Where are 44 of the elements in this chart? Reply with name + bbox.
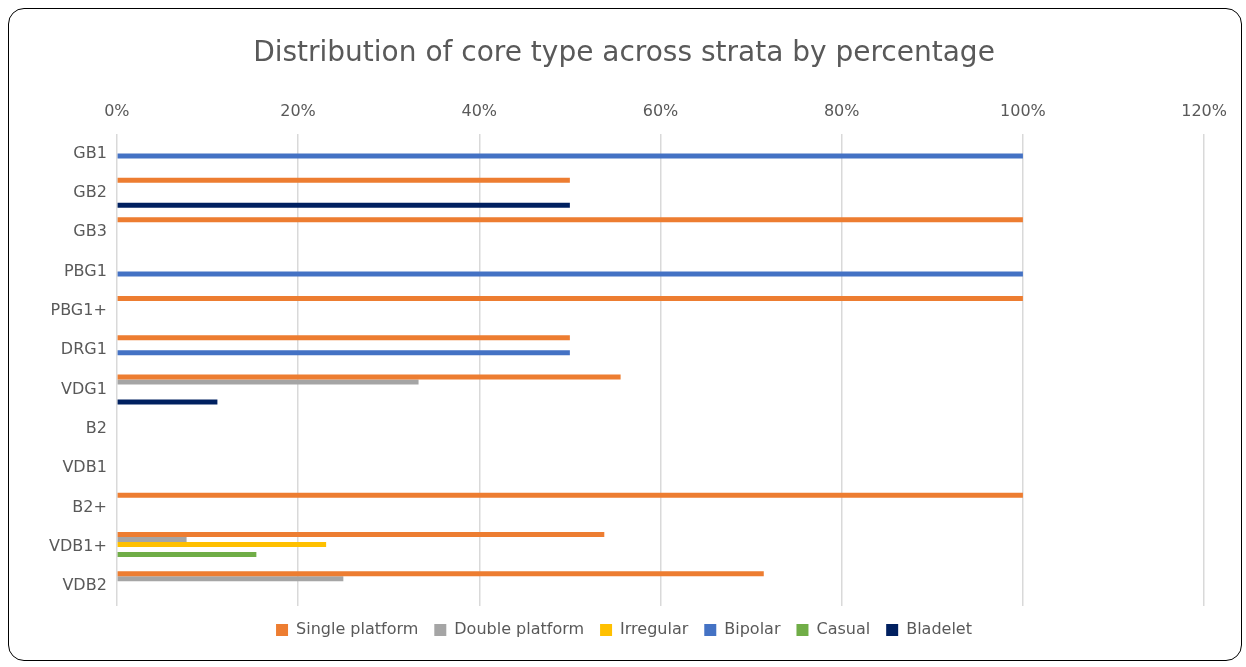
x-tick-label: 80%	[823, 101, 860, 121]
y-tick-label: DRG1	[60, 339, 107, 359]
legend-label: Casual	[816, 619, 871, 639]
y-tick-label: VDB2	[62, 575, 107, 595]
y-tick-label: B2+	[72, 496, 107, 516]
bar	[117, 202, 570, 208]
chart-title: Distribution of core type across strata by percentage	[253, 35, 995, 69]
bar	[117, 537, 187, 542]
bar	[117, 335, 570, 341]
bar	[117, 374, 621, 380]
y-tick-label: PBG1	[63, 260, 107, 280]
legend-label: Double platform	[454, 619, 585, 639]
legend-label: Irregular	[620, 619, 689, 639]
bar	[117, 350, 570, 356]
bar	[117, 217, 1023, 223]
y-tick-label: GB1	[73, 142, 107, 162]
bar	[117, 379, 419, 385]
bar	[117, 295, 1023, 301]
x-tick-label: 0%	[104, 101, 130, 121]
legend-label: Single platform	[296, 619, 419, 639]
bar	[117, 153, 1023, 159]
bar	[117, 492, 1023, 498]
bar	[117, 541, 327, 547]
x-tick-label: 120%	[1181, 101, 1227, 121]
bar	[117, 399, 218, 405]
legend-label: Bladelet	[906, 619, 972, 639]
x-tick-label: 20%	[280, 101, 316, 121]
x-tick-label: 60%	[642, 101, 679, 121]
bar	[117, 551, 257, 557]
bar	[117, 576, 344, 582]
bar	[117, 571, 764, 577]
y-tick-label: VDB1	[62, 457, 107, 477]
y-tick-label: VDG1	[60, 378, 107, 398]
y-tick-label: PBG1+	[50, 300, 107, 320]
y-tick-label: GB2	[73, 181, 107, 201]
y-tick-label: VDB1+	[49, 536, 107, 556]
y-tick-label: B2	[85, 418, 107, 438]
x-tick-label: 100%	[1000, 101, 1046, 121]
legend-label: Bipolar	[724, 619, 781, 639]
y-tick-label: GB3	[73, 221, 107, 241]
bar	[117, 271, 1023, 277]
bar	[117, 177, 570, 183]
bar	[117, 532, 605, 538]
x-tick-label: 40%	[461, 101, 498, 121]
